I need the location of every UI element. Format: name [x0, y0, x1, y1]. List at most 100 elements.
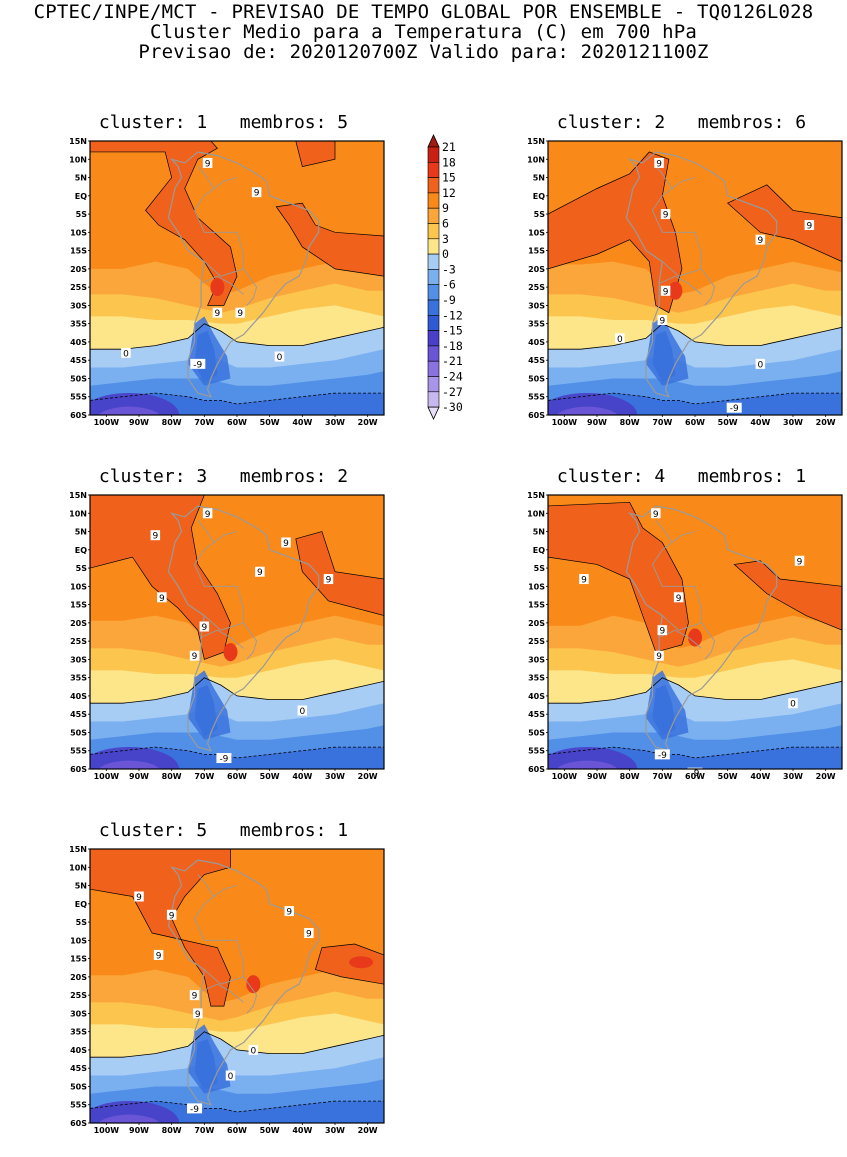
colorbar-label: 0: [442, 247, 449, 261]
lat-tick-label: 50S: [528, 374, 545, 383]
lat-tick-label: 5N: [75, 174, 87, 183]
lat-tick-label: 50S: [70, 374, 87, 383]
svg-text:9: 9: [254, 189, 260, 199]
colorbar-swatch: [427, 315, 440, 331]
contour-label: 9: [654, 157, 664, 169]
contour-label: 9: [654, 650, 664, 662]
country-border: [200, 983, 244, 1003]
lat-tick-label: 60S: [528, 765, 545, 774]
lat-tick-label: 5S: [534, 210, 546, 219]
lat-tick-label: 5S: [76, 210, 88, 219]
warm-region-above-9: [314, 943, 384, 985]
country-border: [701, 622, 716, 660]
country-border: [662, 585, 702, 631]
lon-tick-label: 90W: [587, 772, 607, 781]
contour-label: 9: [660, 285, 671, 297]
lat-tick-label: 30S: [70, 655, 87, 664]
lon-tick-label: 80W: [162, 1126, 182, 1135]
lat-tick-label: 55S: [528, 747, 545, 756]
lat-tick-label: 25S: [528, 637, 545, 646]
lon-tick-label: 100W: [552, 418, 578, 427]
lat-tick-label: 5N: [533, 528, 545, 537]
map-area: 9 9 9 9 0 0 -9 15N 10N 5N EQ 5S 10S 15S 20S 25S 30S 35S 40…: [62, 137, 385, 433]
lat-tick-label: 15S: [528, 247, 545, 256]
lon-tick-label: 70W: [194, 1126, 214, 1135]
lat-tick-label: 5S: [534, 564, 546, 573]
lon-tick-label: 90W: [587, 418, 607, 427]
lon-tick-label: 100W: [94, 1126, 120, 1135]
colorbar-label: 21: [442, 140, 456, 154]
lat-tick-label: 5N: [75, 882, 87, 891]
country-border: [204, 939, 244, 985]
lon-tick-label: 60W: [227, 418, 247, 427]
contour-label: -9: [726, 402, 742, 414]
colorbar-swatch: [427, 269, 440, 285]
lon-tick-label: 60W: [685, 772, 705, 781]
contour-label: 9: [284, 906, 295, 918]
lat-tick-label: 25S: [70, 283, 87, 292]
lat-tick-label: 35S: [528, 320, 545, 329]
lon-tick-label: 30W: [325, 772, 345, 781]
contour-label: 9: [255, 566, 265, 578]
svg-text:9: 9: [659, 317, 665, 327]
colorbar-label: 12: [442, 186, 456, 200]
lon-tick-label: 90W: [129, 772, 149, 781]
lat-tick-label: 45S: [70, 710, 87, 719]
svg-text:0: 0: [228, 1072, 234, 1082]
lat-tick-label: 50S: [70, 1082, 87, 1091]
country-border: [655, 520, 673, 543]
lat-tick-label: 20S: [70, 973, 87, 982]
contour-label: -9: [190, 358, 206, 370]
lat-tick-label: 40S: [70, 692, 87, 701]
lat-tick-label: 20S: [528, 619, 545, 628]
svg-text:9: 9: [326, 576, 332, 586]
contour-label: 9: [157, 592, 167, 604]
map-area: 9 9 9 9 9 9 9 9 0 -9 15N 10N 5N EQ 5S 10S 15S 20S 25S 30S 35…: [62, 491, 385, 787]
lat-tick-label: EQ: [75, 546, 87, 555]
lat-tick-label: 10S: [528, 582, 545, 591]
cold-pool-sw-core: [556, 406, 618, 415]
colorbar-label: -15: [442, 324, 463, 338]
panel-title: cluster: 5 membros: 1: [98, 820, 349, 841]
lat-tick-label: 40S: [70, 338, 87, 347]
colorbar-label: 6: [442, 217, 449, 231]
country-border: [658, 629, 702, 649]
lat-tick-label: 30S: [528, 301, 545, 310]
contour-label: 9: [189, 650, 200, 662]
contour-label: 0: [225, 1070, 236, 1082]
lon-tick-label: 30W: [783, 772, 803, 781]
lon-tick-label: 90W: [129, 418, 149, 427]
cold-pool-sw-core: [556, 760, 618, 769]
lat-tick-label: 5N: [533, 174, 545, 183]
lon-tick-label: 70W: [652, 772, 672, 781]
svg-text:9: 9: [205, 159, 211, 169]
colorbar-swatch: [427, 223, 440, 240]
contour-label: 9: [804, 220, 815, 232]
hot-core: [688, 628, 702, 647]
lon-tick-label: 80W: [620, 772, 640, 781]
hot-core: [349, 956, 374, 969]
lon-tick-label: 20W: [816, 418, 836, 427]
svg-text:-9: -9: [658, 751, 667, 761]
country-border: [200, 629, 244, 649]
contour-label: 9: [657, 625, 668, 637]
figure-title-line2: Cluster Medio para a Temperatura (C) em …: [149, 21, 698, 43]
colorbar-swatch: [427, 161, 440, 178]
country-border: [655, 166, 673, 189]
svg-text:9: 9: [205, 510, 211, 520]
warm-region-above-9: [90, 495, 231, 660]
lat-tick-label: 50S: [528, 728, 545, 737]
svg-text:9: 9: [201, 623, 207, 633]
lat-tick-label: 10N: [69, 509, 87, 518]
svg-text:9: 9: [659, 627, 665, 637]
lat-tick-label: 55S: [70, 393, 87, 402]
country-border: [197, 520, 215, 543]
colorbar-label: -9: [442, 293, 456, 307]
svg-text:9: 9: [237, 309, 243, 319]
contour-label: 9: [235, 307, 246, 319]
country-border: [662, 231, 702, 277]
lat-tick-label: 40S: [528, 692, 545, 701]
lat-tick-label: 15N: [527, 137, 545, 146]
contour-line-0: [548, 677, 842, 704]
lat-tick-label: EQ: [533, 192, 545, 201]
